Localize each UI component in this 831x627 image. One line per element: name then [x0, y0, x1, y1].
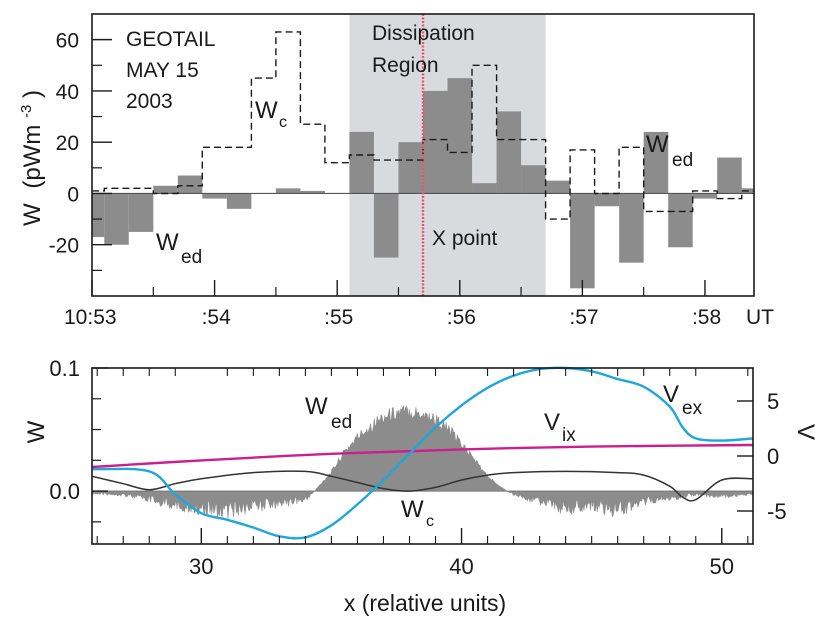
wed-area [91, 405, 754, 519]
x-tick-label: 40 [449, 554, 473, 579]
x-point-label: X point [432, 227, 498, 250]
vex-label: V ex [663, 381, 703, 419]
vex-label-main: V [663, 381, 679, 408]
right-y-tick-label: -5 [767, 499, 787, 524]
wed-bar [104, 193, 129, 245]
x-tick-label: :55 [324, 306, 353, 329]
wc-label-bottom-main: W [401, 496, 424, 523]
y-tick-label: 60 [56, 30, 79, 53]
top-ylabel-unit: (pWm [19, 125, 46, 189]
wed-bar [373, 193, 399, 258]
x-tick-label: 10:53 [64, 306, 117, 329]
wed-bar [668, 193, 693, 248]
x-tick-label: :56 [447, 306, 476, 329]
y-tick-label: 0.0 [49, 479, 80, 504]
wed-bar [423, 90, 448, 194]
vix-label-sub: ix [562, 425, 576, 446]
wed-label-right-sub: ed [672, 150, 693, 171]
bottom-x-axis-label: x (relative units) [344, 590, 506, 616]
x-tick-label: :57 [569, 306, 598, 329]
wed-bar [594, 193, 620, 207]
wed-bar [349, 131, 374, 194]
vix-label-main: V [544, 409, 560, 436]
x-tick-label: :54 [202, 306, 232, 329]
x-tick-label: 30 [189, 554, 213, 579]
wed-label-bottom: W ed [305, 393, 352, 433]
vex-label-sub: ex [682, 398, 703, 419]
wc-label: W c [255, 97, 287, 131]
top-ylabel-close: ) [19, 90, 46, 98]
wed-bar [275, 188, 301, 194]
svg-text:W (pWm -3: W (pWm -3 ) [10, 90, 46, 226]
vex-line [91, 366, 754, 540]
bottom-axis-ticks: 0.0 0.1 -5 0 5 30 40 50 [49, 356, 786, 579]
top-axis-ticks: -20 0 20 40 60 10:53 :54 :55 :56 :57 :58 UT [49, 30, 775, 329]
bottom-right-axis-label: V [792, 424, 819, 440]
source-label-2: MAY 15 [126, 59, 199, 82]
wed-bar [717, 157, 742, 194]
wed-bar [692, 193, 718, 199]
wed-bar [570, 193, 595, 289]
y-tick-label: 0 [67, 183, 79, 206]
x-tick-label: :58 [692, 306, 721, 329]
source-label-1: GEOTAIL [126, 28, 215, 51]
wc-dashed-line [92, 31, 754, 220]
region-label-1: Dissipation [372, 22, 475, 45]
y-tick-label: 40 [56, 81, 79, 104]
wc-label-main: W [255, 97, 278, 124]
wed-bar [398, 142, 423, 194]
region-label-2: Region [372, 54, 439, 77]
wc-line [91, 470, 754, 502]
wed-bars [92, 78, 754, 289]
wed-label-right: W ed [646, 131, 693, 171]
wed-bar [447, 78, 473, 194]
bottom-y-axis-label: W [23, 420, 50, 443]
y-tick-label: 0.1 [49, 356, 80, 381]
wed-label-left-main: W [156, 229, 179, 256]
y-tick-label: 20 [56, 132, 79, 155]
wed-bar [92, 193, 105, 238]
wed-label-right-main: W [646, 131, 669, 158]
wc-label-sub: c [279, 114, 287, 131]
vix-line [91, 443, 754, 469]
wed-bar [177, 175, 203, 194]
x-tick-label: 50 [710, 554, 734, 579]
wed-bar [128, 193, 154, 232]
bottom-panel: 0.0 0.1 -5 0 5 30 40 50 W ed W c V ix V ex W V … [23, 356, 819, 616]
wed-bar [496, 111, 522, 194]
right-y-tick-label: 5 [767, 389, 779, 414]
right-y-tick-label: 0 [767, 444, 779, 469]
y-tick-label: -20 [49, 235, 79, 258]
x-unit-label: UT [746, 306, 774, 329]
wed-label-left: W ed [156, 229, 202, 268]
wed-bar [226, 193, 252, 209]
wed-label-bottom-main: W [305, 393, 328, 420]
wed-bar [545, 180, 571, 194]
wed-label-bottom-sub: ed [331, 412, 352, 433]
wed-bar [300, 190, 325, 194]
top-ylabel-w: W [19, 203, 46, 226]
top-y-axis-label: W (pWm -3 ) [10, 90, 46, 226]
top-ylabel-exp: -3 [18, 105, 35, 118]
wed-bar [153, 185, 178, 194]
source-label-3: 2003 [126, 90, 173, 113]
wed-bar [643, 131, 669, 194]
wed-label-left-sub: ed [181, 247, 202, 268]
wed-bar [521, 165, 546, 194]
top-plot-frame [91, 13, 755, 297]
top-panel: -20 0 20 40 60 10:53 :54 :55 :56 :57 :58 UT GEOTAIL… [10, 13, 775, 329]
wed-bar [619, 193, 644, 263]
vix-label: V ix [544, 409, 576, 446]
wed-bar [202, 193, 227, 199]
wc-label-bottom-sub: c [426, 513, 434, 530]
wc-label-bottom: W c [401, 496, 434, 530]
wed-bar [472, 183, 497, 194]
